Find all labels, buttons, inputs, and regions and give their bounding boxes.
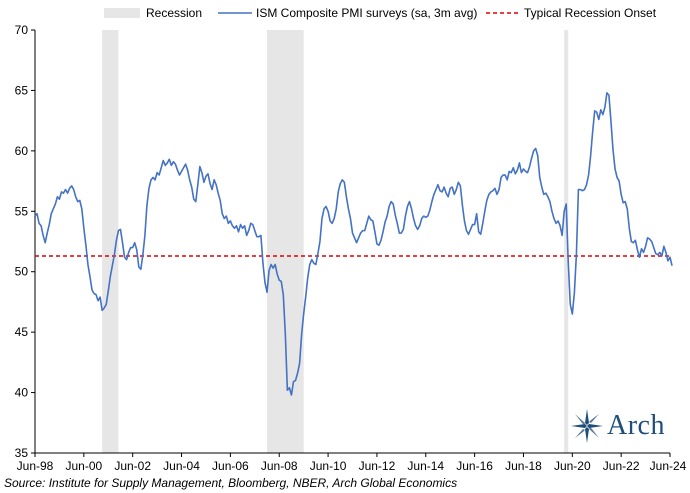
brand-name: Arch	[607, 410, 665, 441]
x-tick-label: Jun-18	[505, 459, 542, 470]
x-tick-label: Jun-00	[65, 459, 102, 470]
x-tick-label: Jun-98	[17, 459, 54, 470]
legend-recession-swatch	[104, 8, 140, 18]
x-tick-label: Jun-16	[456, 459, 493, 470]
y-tick-label: 50	[15, 265, 29, 279]
y-tick-label: 60	[15, 144, 29, 158]
recession-bands	[102, 30, 569, 453]
x-tick-label: Jun-14	[407, 459, 444, 470]
y-tick-label: 70	[15, 23, 29, 37]
y-tick-label: 65	[15, 83, 29, 97]
source-note: Source: Institute for Supply Management,…	[4, 476, 458, 490]
legend-pmi-label: ISM Composite PMI surveys (sa, 3m avg)	[256, 6, 477, 20]
legend-onset-label: Typical Recession Onset	[524, 6, 657, 20]
y-tick-label: 55	[15, 204, 29, 218]
x-tick-label: Jun-02	[114, 459, 151, 470]
x-tick-label: Jun-08	[261, 459, 298, 470]
y-ticks: 35 40 45 50 55 60 65 70	[15, 23, 35, 460]
legend: Recession ISM Composite PMI surveys (sa,…	[104, 6, 657, 20]
recession-band	[267, 30, 304, 453]
chart: 35 40 45 50 55 60 65 70 Jun-98 Jun-00 Jun-02 Jun-0…	[15, 6, 687, 470]
x-tick-label: Jun-20	[554, 459, 591, 470]
compass-star-icon	[571, 409, 603, 443]
x-tick-label: Jun-24	[650, 459, 687, 470]
x-tick-label: Jun-10	[310, 459, 347, 470]
legend-recession-label: Recession	[146, 6, 202, 20]
axes	[34, 30, 670, 454]
y-tick-label: 35	[15, 446, 29, 460]
x-tick-label: Jun-04	[163, 459, 200, 470]
x-ticks: Jun-98 Jun-00 Jun-02 Jun-04 Jun-06 Jun-08 Jun-…	[17, 453, 687, 470]
x-tick-label: Jun-22	[603, 459, 640, 470]
x-tick-label: Jun-12	[359, 459, 396, 470]
recession-band	[102, 30, 119, 453]
y-tick-label: 45	[15, 325, 29, 339]
recession-band	[564, 30, 569, 453]
brand-logo: Arch	[570, 408, 685, 448]
pmi-series-line	[34, 92, 673, 396]
x-tick-label: Jun-06	[212, 459, 249, 470]
y-tick-label: 40	[15, 386, 29, 400]
